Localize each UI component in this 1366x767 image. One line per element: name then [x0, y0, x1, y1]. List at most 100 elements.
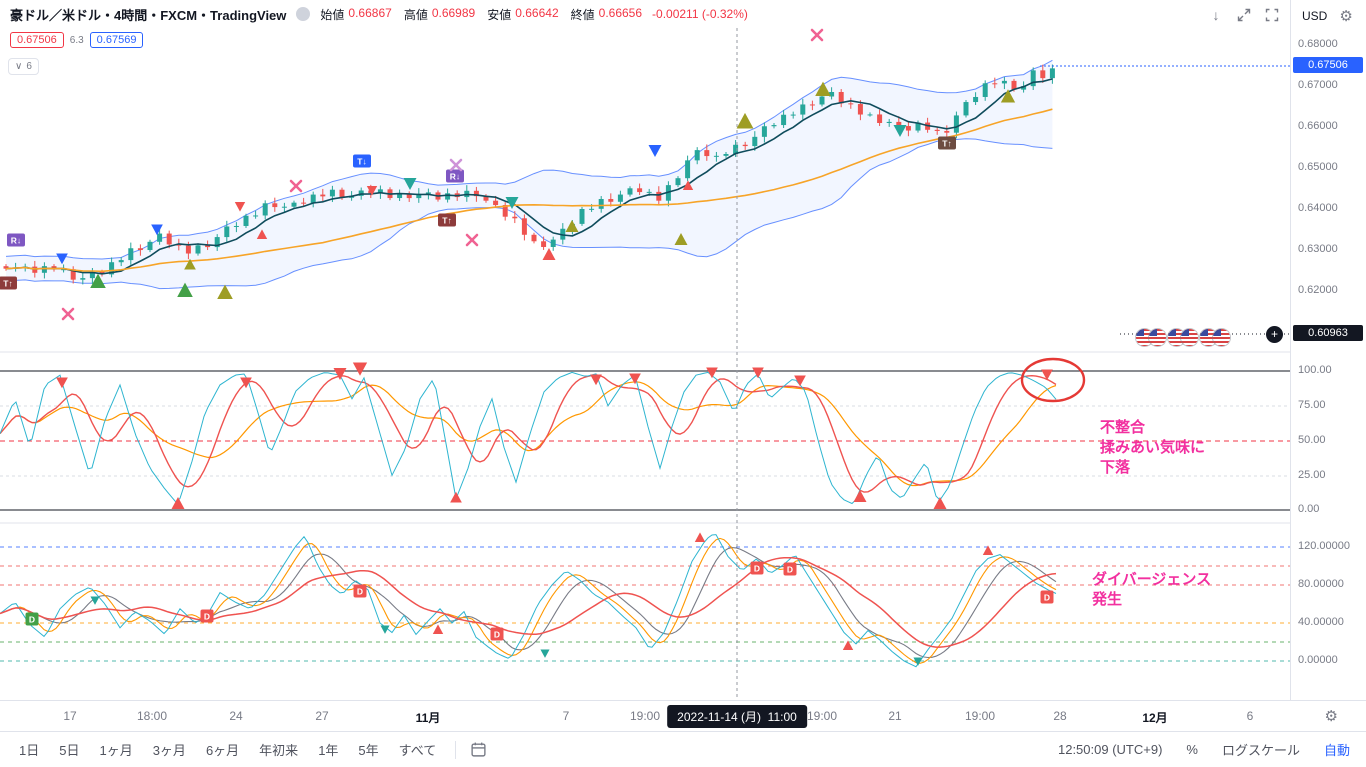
signal-x-marker	[449, 158, 463, 172]
signal-tri-up-marker	[933, 497, 947, 509]
signal-tri-down-marker	[752, 367, 764, 379]
signal-tri-up-marker	[736, 112, 754, 129]
bid-price-box[interactable]: 0.67506	[10, 32, 64, 48]
time-axis-label: 28	[1053, 709, 1067, 723]
signal-badge-marker	[0, 276, 17, 290]
settings-gear-icon[interactable]: ⚙	[1339, 8, 1353, 25]
axis-settings-gear-icon[interactable]: ⚙	[1324, 708, 1338, 725]
range-button-1日[interactable]: 1日	[10, 737, 48, 762]
ask-price-box[interactable]: 0.67569	[89, 32, 144, 48]
chart-canvas[interactable]: T↑ R↓ T↓ T↑ R↓ T↑ D D D D D D D	[0, 0, 1290, 731]
range-button-3ヶ月[interactable]: 3ヶ月	[144, 737, 195, 762]
range-button-1ヶ月[interactable]: 1ヶ月	[90, 737, 141, 762]
axis-label: 75.00	[1298, 399, 1326, 411]
stoch-lines	[0, 371, 1057, 505]
price-pane-markers: T↑ R↓ T↓ T↑ R↓ T↑	[0, 28, 1016, 321]
signal-tri-down-marker	[240, 377, 252, 389]
signal-tri-down-marker	[540, 649, 550, 658]
ohlc-pair: 終値 0.66656	[571, 6, 642, 23]
symbol-title[interactable]: 豪ドル／米ドル・4時間・FXCM・TradingView	[10, 7, 287, 23]
ohlc-value: 0.66989	[431, 5, 476, 20]
axis-label: 100.00	[1298, 364, 1332, 376]
legend-collapse-button[interactable]: ∨ 6	[8, 58, 39, 75]
quote-overlay: 0.67506 6.3 0.67569	[10, 32, 144, 48]
signal-x-marker	[61, 307, 75, 321]
range-button-5年[interactable]: 5年	[349, 737, 387, 762]
log-scale-button[interactable]: ログスケール	[1221, 743, 1300, 758]
time-axis-label: 17	[63, 709, 77, 723]
time-axis[interactable]: 2022-11-14 (月) 11:00 ⚙ 17 18:00 24 27 11月 7 19…	[0, 700, 1366, 731]
axis-label: 40.00000	[1298, 616, 1344, 628]
signal-tri-up-marker	[542, 248, 556, 260]
signal-badge-marker	[200, 609, 214, 623]
signal-tri-down-marker	[629, 373, 641, 385]
axis-label: 0.65000	[1298, 161, 1338, 173]
signal-tri-down-marker	[366, 186, 378, 196]
time-axis-label: 19:00	[964, 709, 996, 723]
event-flag-icon[interactable]	[1168, 329, 1185, 346]
signal-tri-up-marker	[184, 258, 196, 270]
percent-scale-button[interactable]: %	[1186, 742, 1198, 757]
calendar-icon[interactable]	[466, 741, 491, 758]
signal-x-marker	[289, 179, 303, 193]
axis-label: 0.64000	[1298, 202, 1338, 214]
range-button-すべて[interactable]: すべて	[390, 737, 446, 762]
axis-label: 120.00000	[1298, 540, 1350, 552]
signal-tri-down-marker	[352, 362, 368, 376]
range-button-5日[interactable]: 5日	[50, 737, 88, 762]
event-flag-icon[interactable]	[1149, 329, 1166, 346]
signal-tri-up-marker	[177, 282, 193, 297]
time-axis-label: 19:00	[806, 709, 838, 723]
range-button-年初来[interactable]: 年初来	[250, 737, 307, 762]
event-flag-icon[interactable]	[1213, 329, 1230, 346]
range-button-1年[interactable]: 1年	[309, 737, 347, 762]
signal-badge-label: D	[204, 612, 210, 622]
signal-badge-label: R↓	[450, 172, 460, 182]
fullscreen-icon[interactable]	[1262, 5, 1282, 25]
event-flag-icon[interactable]	[1181, 329, 1198, 346]
ma-fast-line	[5, 78, 1053, 275]
axis-label: 0.62000	[1298, 284, 1338, 296]
add-alert-plus-icon[interactable]: +	[1266, 326, 1283, 343]
pane-separators	[0, 351, 1290, 524]
signal-badge-marker	[7, 233, 25, 247]
signal-tri-up-marker	[842, 640, 854, 650]
signal-x-marker	[810, 28, 824, 42]
signal-tri-up-marker	[90, 273, 106, 288]
clock-label: 12:50:09 (UTC+9)	[1057, 742, 1163, 757]
ohlc-label: 始値	[320, 7, 345, 22]
axis-label: 80.00000	[1298, 578, 1344, 590]
time-axis-label: 6	[1246, 709, 1254, 723]
signal-tri-down-marker	[151, 224, 163, 236]
currency-label[interactable]: USD	[1302, 9, 1328, 23]
auto-scale-button[interactable]: 自動	[1323, 743, 1350, 758]
signal-badge-marker	[353, 584, 367, 598]
price-axis[interactable]: 0.67506 0.60963 0.68000 0.67000 0.66000 0.6…	[1290, 0, 1366, 731]
range-button-6ヶ月[interactable]: 6ヶ月	[197, 737, 248, 762]
restore-window-icon[interactable]	[1234, 5, 1254, 25]
signal-badge-label: R↓	[11, 236, 21, 246]
axis-label: 0.00000	[1298, 654, 1338, 666]
event-flag-icon[interactable]	[1136, 329, 1153, 346]
signal-tri-down-marker	[648, 145, 662, 157]
highlight-ellipse	[1020, 357, 1086, 403]
signal-badge-label: D	[357, 587, 363, 597]
osc-lines	[0, 534, 1057, 668]
event-flag-icon[interactable]	[1200, 329, 1217, 346]
axis-label: 25.00	[1298, 469, 1326, 481]
stoch-pane-markers	[56, 362, 1053, 509]
signal-badge-label: T↓	[357, 157, 366, 167]
osc-pane-markers: D D D D D D D	[25, 532, 1054, 666]
arrow-down-icon[interactable]: ↓	[1206, 5, 1226, 25]
crosshair-time-badge: 2022-11-14 (月) 11:00	[667, 705, 807, 728]
signal-x-marker	[465, 233, 479, 247]
time-axis-label: 7	[562, 709, 570, 723]
signal-badge-marker	[750, 561, 764, 575]
ohlc-pair: 安値 0.66642	[487, 6, 558, 23]
signal-badge-marker	[446, 169, 464, 183]
signal-badge-label: D	[29, 615, 35, 625]
signal-tri-down-marker	[403, 178, 417, 190]
toolbar-divider	[455, 740, 457, 759]
collapse-count: 6	[26, 61, 32, 72]
